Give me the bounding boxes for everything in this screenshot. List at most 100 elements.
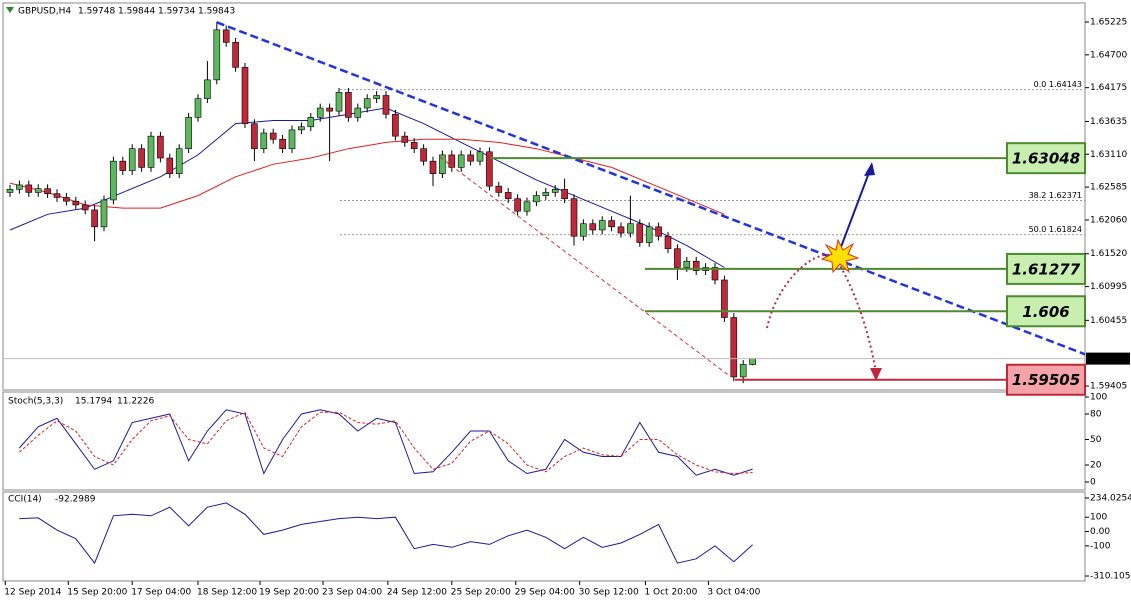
y-tick-label: 1.60455	[1090, 316, 1127, 326]
candle-body	[608, 220, 615, 228]
red-dotted-path	[837, 261, 877, 373]
candle-body	[429, 160, 437, 174]
candle-body	[335, 92, 343, 112]
candle-body	[580, 223, 587, 237]
y-tick-label: -310.1055	[1090, 572, 1131, 582]
candle-body	[100, 199, 108, 228]
y-tick-label: 234.0254	[1090, 494, 1131, 504]
candle-body	[269, 132, 277, 140]
candle-body	[128, 148, 136, 171]
level-box	[1006, 363, 1086, 396]
candle-body	[241, 67, 249, 124]
fib-label: 50.0 1.61824	[1029, 225, 1082, 234]
candle-body	[504, 192, 512, 199]
level-box	[1006, 295, 1086, 328]
y-tick-label: 80	[1090, 410, 1102, 420]
candle-body	[542, 192, 550, 196]
annotation-arrows	[766, 162, 882, 381]
candle-body	[551, 189, 559, 193]
candle-body	[711, 267, 719, 281]
indicator-line	[19, 502, 753, 565]
indicator-value: 11.2226	[117, 397, 154, 407]
candle-body	[222, 29, 230, 43]
candle-body	[232, 42, 239, 68]
level-label: 1.61277	[1012, 260, 1081, 278]
candle-body	[194, 98, 202, 118]
y-tick-label: 0.00	[1090, 527, 1110, 537]
y-tick-label: 1.64700	[1090, 50, 1127, 60]
candle-body	[363, 98, 371, 109]
ohlc-value: 1.59844	[118, 7, 155, 17]
price-tag-label: 1.59843	[1089, 354, 1126, 364]
candle-body	[627, 223, 634, 234]
y-tick-label: 1.61520	[1090, 249, 1127, 259]
candle-body	[476, 151, 484, 162]
y-tick-label: 1.64175	[1090, 83, 1127, 93]
fib-label: 0.0 1.64143	[1034, 80, 1082, 89]
price-tag	[1086, 352, 1130, 365]
candle-body	[81, 204, 89, 211]
up-arrow	[837, 169, 871, 256]
y-tick-label: -100	[1090, 541, 1111, 551]
candle-body	[6, 189, 14, 193]
candle-body	[326, 107, 333, 112]
candle-body	[457, 154, 465, 168]
arrow-head	[870, 368, 882, 381]
level-box	[1006, 142, 1086, 175]
candle-body	[147, 135, 155, 168]
y-tick-label: 1.60995	[1090, 282, 1127, 292]
candle-body	[316, 107, 324, 118]
candle-body	[307, 117, 315, 128]
x-tick-label: 29 Sep 04:00	[515, 588, 575, 598]
x-tick-label: 30 Sep 12:00	[579, 588, 639, 598]
candle-body	[392, 113, 399, 137]
candle-body	[420, 148, 427, 162]
candle-body	[739, 364, 747, 378]
candle-body	[617, 226, 625, 234]
x-tick-label: 24 Sep 12:00	[387, 588, 447, 598]
trendline	[216, 21, 1085, 356]
candle-body	[34, 188, 42, 193]
level-label: 1.606	[1022, 303, 1069, 321]
ohlc-value: 1.59734	[158, 7, 195, 17]
x-tick-label: 17 Sep 04:00	[131, 588, 191, 598]
candle-body	[448, 154, 456, 168]
y-tick-label: 1.62585	[1090, 183, 1127, 193]
candle-body	[345, 92, 352, 118]
x-tick-label: 25 Sep 20:00	[451, 588, 511, 598]
candle-body	[53, 193, 61, 198]
candle-body	[44, 188, 51, 194]
indicator-title: CCI(14)	[8, 495, 42, 505]
candle-body	[382, 95, 390, 115]
y-tick-label: 100	[1090, 393, 1107, 403]
candle-body	[636, 223, 644, 243]
candle-body	[110, 160, 117, 201]
fib-label: 38.2 1.62371	[1029, 191, 1082, 200]
candle-body	[561, 189, 568, 199]
level-label: 1.63048	[1012, 150, 1080, 168]
x-tick-label: 3 Oct 04:00	[707, 588, 760, 598]
candle-body	[260, 132, 268, 149]
y-tick-label: 1.59405	[1090, 381, 1127, 391]
candle-body	[721, 279, 728, 318]
arrow-head	[864, 162, 875, 176]
candle-body	[749, 358, 756, 365]
level-box	[1006, 252, 1086, 285]
y-tick-label: 50	[1090, 435, 1102, 445]
candle-body	[467, 154, 474, 162]
y-tick-label: 1.62060	[1090, 215, 1127, 225]
candle-body	[730, 317, 738, 378]
trendline	[439, 156, 731, 377]
candle-body	[119, 160, 127, 171]
candle-body	[166, 157, 174, 174]
candle-body	[655, 226, 662, 237]
candle-body	[645, 226, 653, 243]
candle-body	[486, 151, 493, 187]
candle-body	[288, 129, 296, 149]
y-tick-label: 100	[1090, 513, 1107, 523]
level-label: 1.59505	[1012, 371, 1080, 389]
indicator-title: Stoch(5,3,3)	[8, 397, 63, 407]
candle-body	[91, 209, 98, 228]
